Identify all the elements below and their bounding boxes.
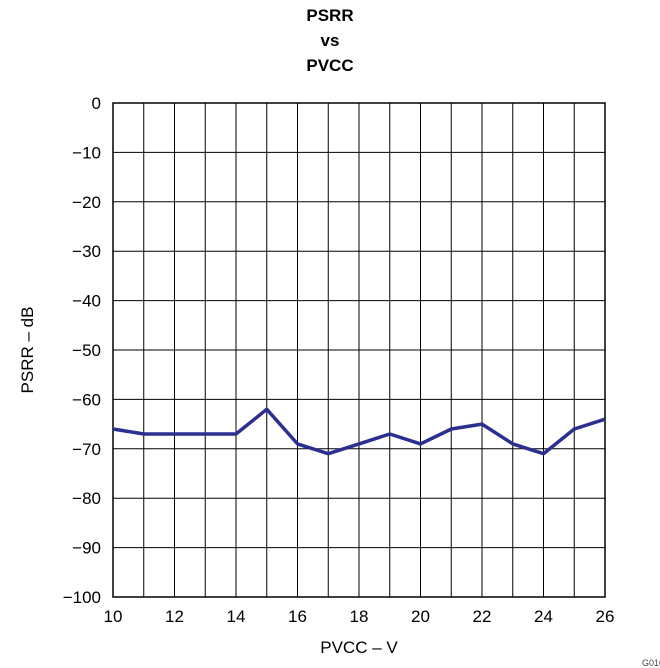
y-tick-label: −100 [63,588,101,607]
y-axis-label: PSRR – dB [18,300,38,400]
x-axis-label: PVCC – V [309,638,409,658]
y-tick-label: −30 [72,242,101,261]
y-tick-label: −50 [72,341,101,360]
y-tick-label: −60 [72,390,101,409]
x-tick-label: 18 [350,607,369,626]
x-tick-label: 24 [534,607,553,626]
x-tick-label: 26 [596,607,615,626]
x-tick-label: 14 [227,607,246,626]
x-tick-label: 12 [165,607,184,626]
y-tick-label: −40 [72,292,101,311]
y-tick-label: −20 [72,193,101,212]
x-tick-label: 16 [288,607,307,626]
x-tick-label: 10 [104,607,123,626]
y-tick-label: 0 [92,94,101,113]
y-tick-label: −80 [72,489,101,508]
x-tick-label: 22 [473,607,492,626]
y-tick-label: −70 [72,440,101,459]
y-tick-label: −90 [72,539,101,558]
x-tick-label: 20 [411,607,430,626]
y-tick-label: −10 [72,143,101,162]
